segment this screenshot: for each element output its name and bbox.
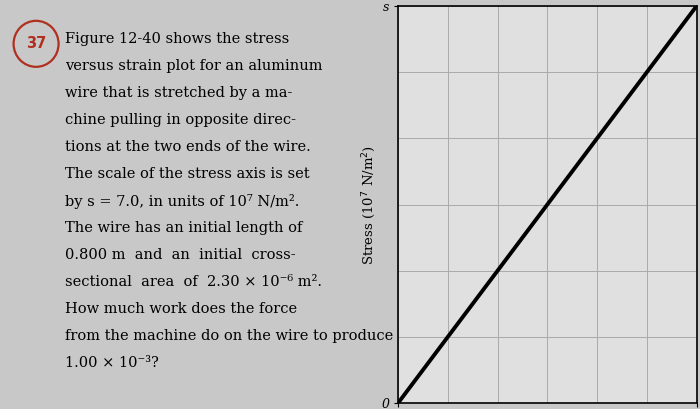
Text: versus strain plot for an aluminum: versus strain plot for an aluminum [65, 59, 323, 73]
Text: wire that is stretched by a ma-: wire that is stretched by a ma- [65, 86, 293, 100]
Text: 0.800 m  and  an  initial  cross-: 0.800 m and an initial cross- [65, 248, 296, 262]
Text: The scale of the stress axis is set: The scale of the stress axis is set [65, 167, 310, 181]
Text: chine pulling in opposite direc-: chine pulling in opposite direc- [65, 113, 296, 127]
Text: sectional  area  of  2.30 × 10⁻⁶ m².: sectional area of 2.30 × 10⁻⁶ m². [65, 275, 322, 289]
Text: tions at the two ends of the wire.: tions at the two ends of the wire. [65, 140, 311, 154]
Text: from the machine do on the wire to produce a strain of: from the machine do on the wire to produ… [65, 329, 474, 343]
Text: Figure 12-40 shows the stress: Figure 12-40 shows the stress [65, 32, 289, 46]
Text: How much work does the force: How much work does the force [65, 302, 298, 316]
Text: 37: 37 [26, 36, 46, 51]
Text: The wire has an initial length of: The wire has an initial length of [65, 221, 302, 235]
Y-axis label: Stress (10$^{7}$ N/m$^{2}$): Stress (10$^{7}$ N/m$^{2}$) [360, 144, 379, 265]
Text: 1.00 × 10⁻³?: 1.00 × 10⁻³? [65, 356, 159, 370]
Text: by s = 7.0, in units of 10⁷ N/m².: by s = 7.0, in units of 10⁷ N/m². [65, 194, 300, 209]
